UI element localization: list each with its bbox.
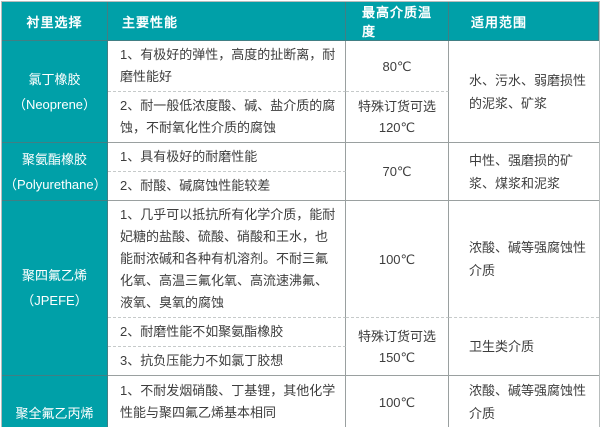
material-en-name: （Polyurethane） <box>4 176 107 192</box>
table-row: 2、耐酸、碱腐蚀性能较差 <box>2 172 599 201</box>
range-cell: 浓酸、碱等强腐蚀性介质 <box>449 201 599 318</box>
table-row: 聚氨酯橡胶 （Polyurethane） 1、具有极好的耐磨性能 70℃ 中性、… <box>2 143 599 201</box>
column-header-applicable-range: 适用范围 <box>449 2 599 41</box>
table-row: 聚四氟乙烯 （JPEFE） 1、几乎可以抵抗所有化学介质，能耐妃糖的盐酸、硫酸、… <box>2 201 599 376</box>
column-header-max-temperature: 最高介质温度 <box>346 2 449 41</box>
performance-cell: 2、耐酸、碱腐蚀性能较差 <box>108 172 346 201</box>
temperature-cell: 100℃ <box>346 376 449 427</box>
column-header-lining: 衬里选择 <box>2 2 108 41</box>
table-row: 聚全氟乙丙烯 （F46） 1、不耐发烟硝酸、丁基锂，其他化学性能与聚四氟乙烯基本… <box>2 376 599 427</box>
material-cell-f46: 聚全氟乙丙烯 （F46） <box>2 376 108 427</box>
table-row: 氯丁橡胶 （Neoprene） 1、有极好的弹性，高度的扯断离，耐磨性能好 80… <box>2 41 599 143</box>
temperature-cell: 100℃ <box>346 201 449 318</box>
temperature-cell: 特殊订货可选 120℃ <box>346 92 449 143</box>
temperature-note: 特殊订货可选 <box>357 328 436 344</box>
performance-cell: 2、耐磨性能不如聚氨酯橡胶 <box>108 318 346 347</box>
table-row: 2、耐一般低浓度酸、碱、盐介质的腐蚀，不耐氧化性介质的腐蚀 特殊订货可选 120… <box>2 92 599 143</box>
table-row: 3、抗负压能力不如氯丁胶想 <box>2 347 599 376</box>
performance-cell: 1、几乎可以抵抗所有化学介质，能耐妃糖的盐酸、硫酸、硝酸和王水，也能耐浓碱和各种… <box>108 201 346 318</box>
performance-cell: 1、具有极好的耐磨性能 <box>108 143 346 172</box>
performance-cell: 2、耐一般低浓度酸、碱、盐介质的腐蚀，不耐氧化性介质的腐蚀 <box>108 92 346 143</box>
material-name: 聚氨酯橡胶 <box>21 151 87 167</box>
temperature-value: 150℃ <box>378 349 416 365</box>
performance-cell: 3、抗负压能力不如氯丁胶想 <box>108 347 346 376</box>
material-en-name: （JPEFE） <box>21 293 88 308</box>
performance-cell: 1、不耐发烟硝酸、丁基锂，其他化学性能与聚四氟乙烯基本相同 <box>108 376 346 427</box>
range-cell: 卫生类介质 <box>449 318 599 376</box>
range-cell: 中性、强磨损的矿浆、煤浆和泥浆 <box>449 143 599 201</box>
temperature-cell: 特殊订货可选 150℃ <box>346 318 449 376</box>
temperature-note: 特殊订货可选 <box>357 99 436 114</box>
material-en-name: （Neoprene） <box>12 96 97 112</box>
range-cell: 水、污水、弱磨损性的泥浆、矿浆 <box>449 41 599 143</box>
header-row: 衬里选择 主要性能 最高介质温度 适用范围 <box>2 2 599 41</box>
temperature-value: 120℃ <box>378 120 416 135</box>
material-cell-ptfe: 聚四氟乙烯 （JPEFE） <box>2 201 108 376</box>
material-name: 氯丁橡胶 <box>28 71 81 87</box>
material-cell-polyurethane: 聚氨酯橡胶 （Polyurethane） <box>2 143 108 201</box>
material-name: 聚全氟乙丙烯 <box>15 405 94 421</box>
temperature-cell: 70℃ <box>346 143 449 201</box>
material-cell-neoprene: 氯丁橡胶 （Neoprene） <box>2 41 108 143</box>
table-row: 2、耐磨性能不如聚氨酯橡胶 特殊订货可选 150℃ 卫生类介质 <box>2 318 599 376</box>
material-name: 聚四氟乙烯 <box>21 268 87 283</box>
performance-cell: 1、有极好的弹性，高度的扯断离，耐磨性能好 <box>108 41 346 92</box>
range-cell: 浓酸、碱等强腐蚀性介质 <box>449 376 599 427</box>
temperature-cell: 80℃ <box>346 41 449 92</box>
column-header-performance: 主要性能 <box>108 2 346 41</box>
